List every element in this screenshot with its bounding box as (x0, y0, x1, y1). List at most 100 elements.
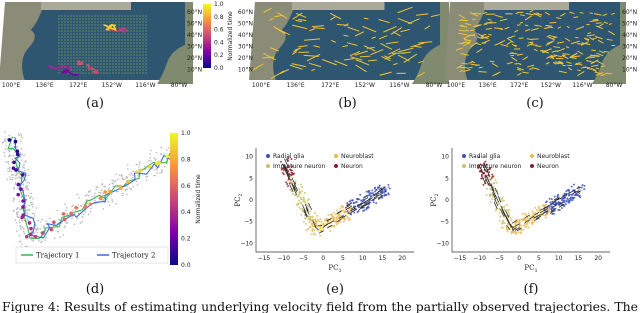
obs-point (109, 57, 111, 59)
cell (30, 239, 33, 241)
cell (289, 169, 292, 172)
obs-point (61, 69, 63, 71)
velocity-arrow (535, 214, 541, 218)
velocity-arrow (460, 53, 469, 56)
cell (32, 197, 34, 200)
velocity-arrow (460, 24, 468, 28)
cell (31, 201, 33, 204)
obs-point (106, 45, 108, 47)
velocity-arrow (360, 204, 366, 209)
obs-point (136, 15, 138, 17)
cell (27, 219, 30, 222)
velocity-arrow (482, 11, 488, 15)
obs-point (106, 57, 108, 59)
cell (26, 208, 28, 211)
colorbar-tick: 0.0 (214, 65, 224, 72)
obs-point (58, 63, 60, 65)
cell (13, 188, 15, 190)
trajectory-point (16, 182, 21, 187)
cell (501, 200, 504, 203)
obs-point (58, 36, 60, 38)
velocity-arrow (551, 208, 557, 212)
velocity-arrow (567, 67, 573, 71)
cell (115, 173, 118, 175)
velocity-arrow (516, 66, 524, 71)
cell (354, 201, 357, 204)
obs-point (136, 57, 138, 59)
obs-point (58, 30, 60, 32)
cell (352, 202, 355, 205)
cell (14, 174, 17, 177)
velocity-arrow (603, 21, 609, 25)
cell (23, 232, 26, 235)
trajectory-point (83, 204, 88, 209)
obs-point (133, 54, 135, 56)
cell (31, 205, 34, 208)
cell (343, 211, 346, 214)
cell (496, 207, 499, 210)
cell (564, 196, 567, 199)
cell (287, 157, 290, 160)
cell (77, 207, 80, 209)
x-tick-label: −15 (258, 255, 271, 262)
obs-point (127, 51, 129, 53)
x-tick-label: −5 (495, 255, 504, 262)
velocity-arrow (495, 72, 500, 76)
velocity-arrow (366, 46, 375, 49)
obs-point (139, 60, 141, 62)
cell (291, 165, 294, 168)
velocity-arrow (504, 26, 510, 30)
cell (337, 221, 340, 224)
velocity-arrow (558, 201, 564, 206)
velocity-arrow (345, 206, 351, 211)
obs-point (133, 21, 135, 23)
obs-point (94, 21, 96, 23)
obs-point (112, 21, 114, 23)
cell (15, 211, 18, 214)
velocity-arrow (487, 18, 492, 21)
obs-point (133, 51, 135, 53)
cell (510, 232, 513, 235)
cell (307, 206, 310, 209)
trajectory-point (52, 220, 56, 225)
x-tick-label: −10 (473, 255, 486, 262)
obs-point (64, 33, 66, 35)
lat-label: 30°N (238, 44, 253, 51)
obs-point (91, 51, 93, 53)
obs-point (112, 18, 114, 20)
cell (387, 193, 390, 196)
cell (509, 217, 512, 220)
cell (489, 193, 492, 196)
velocity-arrow (530, 44, 538, 46)
velocity-arrow (608, 30, 616, 36)
velocity-arrow (497, 195, 502, 203)
obs-point (121, 36, 123, 38)
cell (111, 199, 113, 201)
obs-point (142, 18, 144, 20)
obs-point (73, 42, 75, 44)
obs-point (70, 36, 72, 38)
cell (36, 227, 39, 229)
velocity-arrow (357, 203, 363, 207)
obs-point (145, 36, 147, 38)
velocity-arrow (349, 50, 361, 57)
velocity-arrow (368, 59, 377, 62)
cell (124, 188, 127, 191)
obs-point (91, 18, 93, 20)
cell (314, 233, 317, 236)
panel-caption: (b) (338, 96, 356, 111)
cell (578, 194, 581, 197)
cell (107, 200, 110, 203)
cell (16, 230, 18, 232)
cell (128, 187, 131, 190)
cell (337, 215, 340, 218)
cell (524, 225, 527, 228)
obs-point (139, 27, 141, 29)
obs-point (91, 39, 93, 41)
velocity-arrow (522, 71, 529, 74)
velocity-arrow (589, 20, 599, 22)
cell (7, 162, 10, 165)
obs-point (115, 48, 117, 50)
obs-point (109, 69, 111, 71)
lat-label: 20°N (238, 55, 253, 62)
